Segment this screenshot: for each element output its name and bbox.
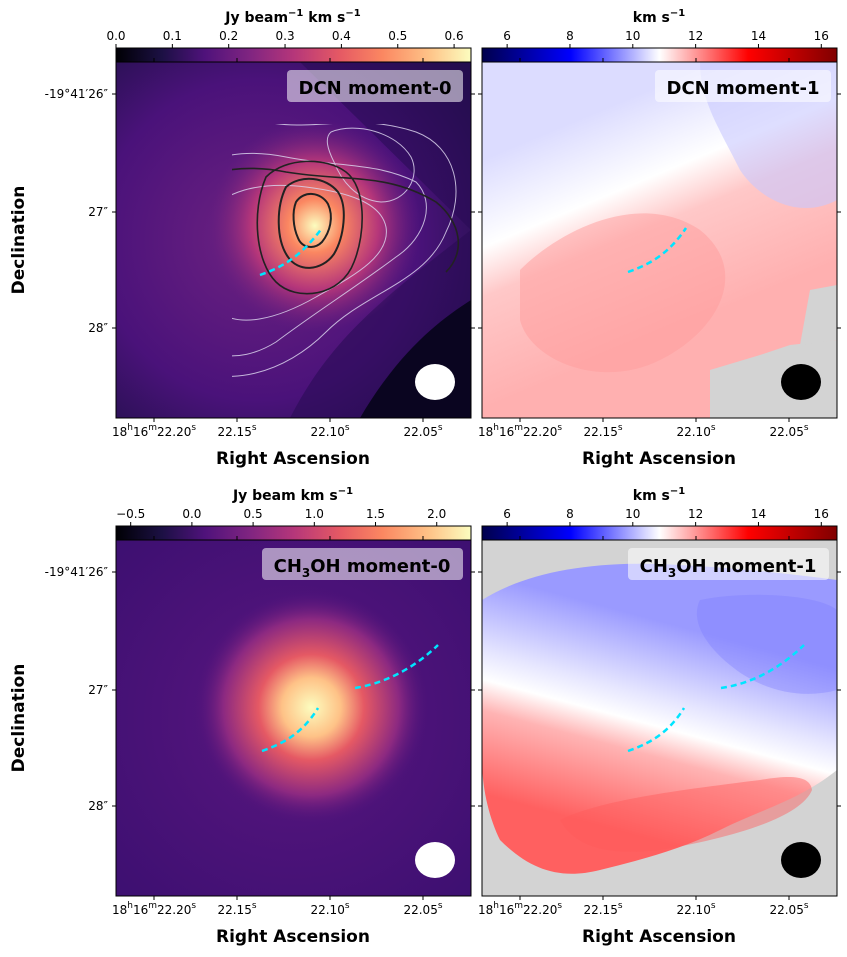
colorbar-dcn-m1: 6 8 10 12 14 16 km s−1 bbox=[481, 8, 838, 63]
image-ch3oh-moment1 bbox=[482, 540, 837, 896]
colorbar-label: km s−1 bbox=[633, 486, 685, 504]
ra-tick-label: 18h16m22.20s bbox=[112, 901, 196, 917]
colorbar-tick-label: 0.4 bbox=[332, 29, 351, 43]
beam-ellipse bbox=[415, 364, 455, 400]
ra-tick-label: 22.05s bbox=[403, 901, 442, 917]
colorbar-label: km s−1 bbox=[633, 8, 685, 26]
image-dcn-moment1 bbox=[482, 62, 837, 418]
colorbar-tick-label: 0.1 bbox=[163, 29, 182, 43]
dec-tick-label: 27″ bbox=[88, 205, 108, 219]
beam-ellipse bbox=[781, 842, 821, 878]
colorbar-tick-label: 0.5 bbox=[244, 507, 263, 521]
y-axis-label: Declination bbox=[9, 664, 29, 773]
ra-tick-label: 22.10s bbox=[676, 901, 715, 917]
ra-tick-label: 22.10s bbox=[310, 901, 349, 917]
dec-tick-label: 28″ bbox=[88, 799, 108, 813]
colorbar-tick-label: 6 bbox=[503, 507, 511, 521]
ra-tick-label: 22.05s bbox=[769, 901, 808, 917]
colorbar-dcn-m0: 0.0 0.1 0.2 0.3 0.4 0.5 0.6 Jy beam−1 km s−1 bbox=[106, 8, 472, 63]
panel-ch3oh-moment1: CH3OH moment-1 bbox=[481, 539, 838, 897]
image-dcn-moment0 bbox=[116, 62, 471, 418]
ra-tick-label: 22.15s bbox=[217, 901, 256, 917]
ra-tick-label: 22.05s bbox=[769, 423, 808, 439]
beam-ellipse bbox=[415, 842, 455, 878]
axes: 18h16m22.20s 22.15s 22.10s 22.05s -19°41′26″… bbox=[9, 58, 841, 947]
dec-tick-label: -19°41′26″ bbox=[45, 87, 109, 101]
outflow-arc bbox=[720, 644, 805, 690]
colorbar-tick-label: 14 bbox=[751, 29, 766, 43]
colorbar-ch3oh-m1: 6 8 10 12 14 16 km s−1 bbox=[481, 486, 838, 541]
x-axis-label: Right Ascension bbox=[216, 449, 370, 469]
outflow-arc bbox=[354, 644, 439, 690]
colorbar-tick-label: 0.2 bbox=[219, 29, 238, 43]
ra-tick-label: 22.15s bbox=[583, 423, 622, 439]
panel-ch3oh-moment0: CH3OH moment-0 bbox=[115, 539, 472, 897]
colorbar-label: Jy beam km s−1 bbox=[232, 486, 353, 504]
colorbar-tick-label: 1.5 bbox=[366, 507, 385, 521]
colorbar-tick-label: 12 bbox=[688, 507, 703, 521]
colorbar-tick-label: 0.3 bbox=[276, 29, 295, 43]
ra-tick-label: 22.15s bbox=[217, 423, 256, 439]
colorbar-tick-label: 2.0 bbox=[427, 507, 446, 521]
y-axis-label: Declination bbox=[9, 186, 29, 295]
beam-ellipse bbox=[781, 364, 821, 400]
x-axis-label: Right Ascension bbox=[216, 927, 370, 947]
colorbar-tick-label: 0.5 bbox=[388, 29, 407, 43]
panel-title-ch3oh-m1: CH3OH moment-1 bbox=[640, 556, 817, 580]
outflow-arc bbox=[261, 707, 320, 753]
dec-tick-label: -19°41′26″ bbox=[45, 565, 109, 579]
x-axis-label: Right Ascension bbox=[582, 449, 736, 469]
colorbar-tick-label: −0.5 bbox=[116, 507, 145, 521]
panel-dcn-moment0: DCN moment-0 bbox=[115, 61, 472, 419]
dec-tick-label: 27″ bbox=[88, 683, 108, 697]
ra-tick-label: 18h16m22.20s bbox=[478, 901, 562, 917]
image-ch3oh-moment0 bbox=[116, 540, 471, 896]
panel-title-dcn-m0: DCN moment-0 bbox=[299, 78, 452, 99]
outflow-arc bbox=[627, 707, 686, 753]
panel-title-dcn-m1: DCN moment-1 bbox=[667, 78, 820, 99]
colorbar-tick-label: 0.6 bbox=[445, 29, 464, 43]
ra-tick-label: 22.10s bbox=[310, 423, 349, 439]
colorbar-tick-label: 6 bbox=[503, 29, 511, 43]
ra-tick-label: 22.15s bbox=[583, 901, 622, 917]
colorbar-ch3oh-m0: −0.5 0.0 0.5 1.0 1.5 2.0 Jy beam km s−1 bbox=[115, 486, 472, 541]
colorbar-tick-label: 0.0 bbox=[182, 507, 201, 521]
colorbar-tick-label: 8 bbox=[566, 507, 574, 521]
colorbar-tick-label: 8 bbox=[566, 29, 574, 43]
panel-title-ch3oh-m0: CH3OH moment-0 bbox=[274, 556, 451, 580]
ra-tick-label: 22.05s bbox=[403, 423, 442, 439]
colorbar-label: Jy beam−1 km s−1 bbox=[224, 8, 360, 26]
colorbar-tick-label: 0.0 bbox=[106, 29, 125, 43]
ra-tick-label: 18h16m22.20s bbox=[112, 423, 196, 439]
colorbar-tick-label: 14 bbox=[751, 507, 766, 521]
x-axis-label: Right Ascension bbox=[582, 927, 736, 947]
outflow-arc bbox=[259, 227, 324, 277]
dec-tick-label: 28″ bbox=[88, 321, 108, 335]
colorbar-tick-label: 10 bbox=[625, 29, 640, 43]
colorbar-tick-label: 10 bbox=[625, 507, 640, 521]
colorbar-tick-label: 12 bbox=[688, 29, 703, 43]
ra-tick-label: 22.10s bbox=[676, 423, 715, 439]
ra-tick-label: 18h16m22.20s bbox=[478, 423, 562, 439]
outflow-arc bbox=[627, 227, 688, 274]
colorbar-tick-label: 16 bbox=[814, 507, 829, 521]
panel-dcn-moment1: DCN moment-1 bbox=[481, 61, 838, 419]
colorbar-tick-label: 1.0 bbox=[305, 507, 324, 521]
colorbar-tick-label: 16 bbox=[814, 29, 829, 43]
